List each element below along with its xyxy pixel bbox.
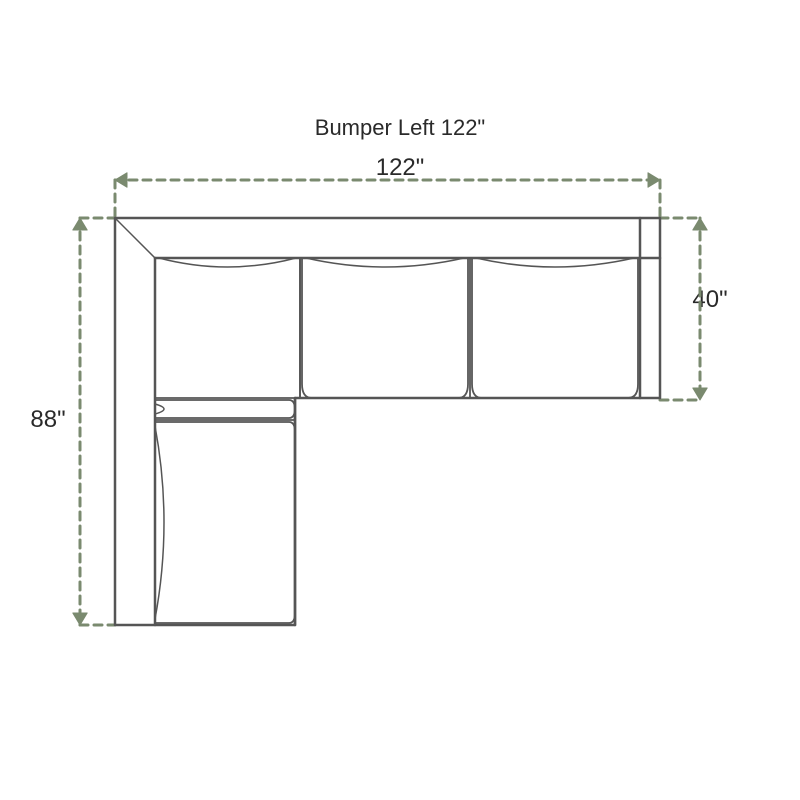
sofa-diagram [0, 0, 800, 800]
